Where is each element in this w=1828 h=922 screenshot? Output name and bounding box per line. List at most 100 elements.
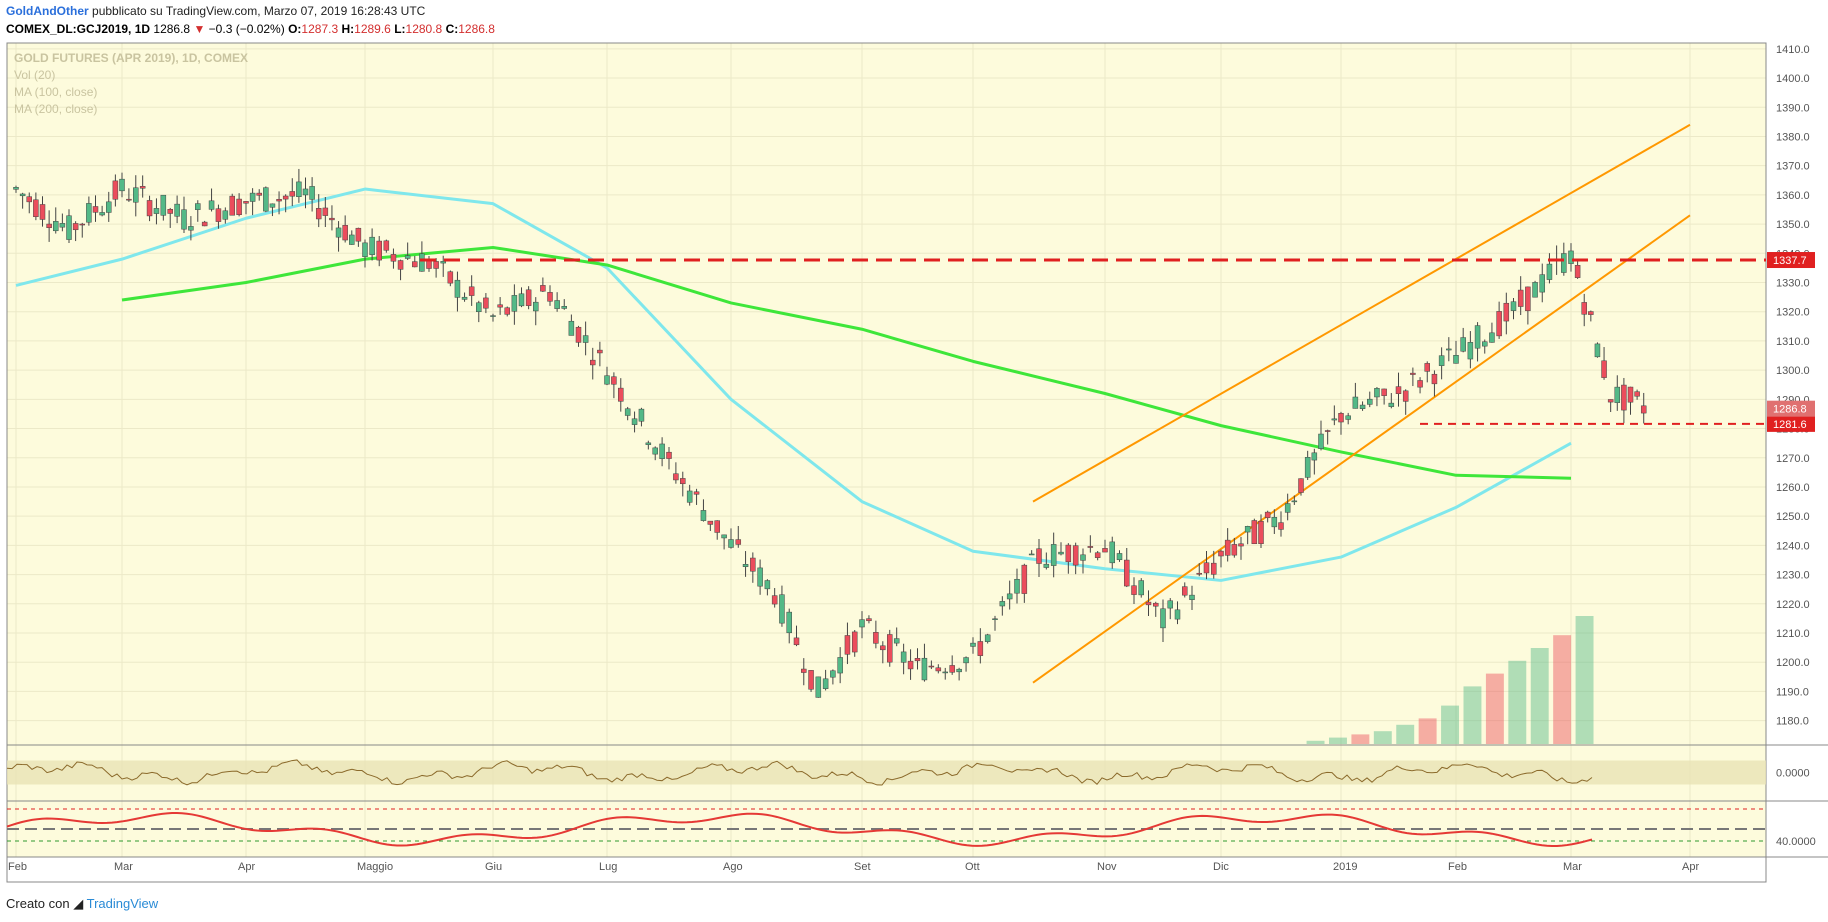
candle-up	[963, 657, 969, 664]
candle-down	[1381, 388, 1387, 396]
candle-down	[873, 632, 879, 644]
symbol-label: COMEX_DL:GCJ2019, 1D	[6, 22, 151, 36]
price-tick-label: 1180.0	[1776, 716, 1809, 728]
candle-up	[533, 301, 539, 312]
candle-down	[383, 240, 390, 251]
candle-up	[440, 261, 446, 264]
candle-up	[263, 187, 269, 212]
candle-down	[1588, 311, 1594, 315]
candle-up	[942, 671, 948, 674]
candle-down	[167, 209, 173, 214]
author-link[interactable]: GoldAndOther	[6, 4, 89, 18]
time-tick-label: Apr	[1682, 861, 1699, 873]
candle-down	[866, 618, 872, 622]
candle-down	[547, 292, 553, 302]
candle-down	[735, 539, 742, 545]
candle-up	[728, 539, 734, 548]
candle-down	[1218, 550, 1224, 557]
candle-down	[342, 225, 348, 241]
header-line-1: GoldAndOther pubblicato su TradingView.c…	[6, 4, 425, 18]
candle-down	[844, 635, 851, 655]
candle-down	[1251, 520, 1258, 545]
candle-up	[999, 601, 1006, 607]
publish-info: pubblicato su TradingView.com, Marzo 07,…	[92, 4, 426, 18]
volume-bar	[1373, 731, 1392, 744]
volume-bar	[1553, 635, 1572, 744]
candle-down	[256, 192, 262, 196]
candle-down	[79, 223, 85, 226]
candle-up	[1311, 452, 1318, 461]
candle-down	[1145, 601, 1152, 606]
candle-down	[1231, 544, 1238, 556]
footer: Creato con ◢ TradingView	[6, 896, 158, 912]
candle-up	[13, 187, 19, 190]
candle-up	[893, 638, 900, 644]
candle-down	[504, 307, 510, 315]
candle-down	[289, 191, 296, 197]
candle-down	[914, 658, 921, 662]
candle-up	[1345, 415, 1351, 420]
candle-down	[146, 200, 153, 217]
candle-down	[693, 491, 700, 495]
candle-down	[1503, 302, 1510, 322]
candle-down	[46, 223, 52, 228]
candle-down	[680, 478, 686, 485]
candle-down	[1324, 430, 1331, 432]
candle-down	[1182, 586, 1188, 596]
candle-up	[837, 657, 843, 674]
candle-up	[786, 611, 792, 634]
candle-up	[757, 567, 763, 587]
candle-up	[1594, 343, 1601, 358]
volume-bar	[1530, 648, 1549, 744]
price-tick-label: 1310.0	[1776, 336, 1810, 348]
candle-down	[1574, 265, 1581, 278]
candle-up	[1304, 457, 1311, 478]
candle-up	[419, 253, 425, 272]
candle-down	[447, 271, 454, 284]
candle-down	[276, 198, 282, 202]
time-tick-label: Mar	[114, 861, 133, 873]
candle-up	[992, 618, 998, 620]
candle-up	[296, 181, 302, 197]
price-tick-label: 1260.0	[1776, 482, 1810, 494]
candle-up	[404, 255, 411, 259]
price-tick-label: 1370.0	[1776, 161, 1810, 173]
candle-down	[126, 198, 132, 201]
candle-down	[33, 199, 39, 217]
candle-down	[215, 208, 222, 222]
price-tick-label: 1380.0	[1776, 131, 1810, 143]
candle-down	[1258, 521, 1264, 544]
volume-bar	[1508, 660, 1527, 744]
volume-bar	[1485, 673, 1504, 744]
time-tick-label: Nov	[1097, 861, 1117, 873]
last-price: 1286.8	[153, 22, 191, 36]
candle-up	[582, 335, 589, 343]
candle-up	[645, 442, 652, 445]
candle-down	[112, 180, 119, 200]
candle-down	[1021, 564, 1028, 594]
candle-down	[376, 240, 382, 261]
candle-up	[652, 447, 658, 455]
tradingview-brand-link[interactable]: TradingView	[86, 896, 159, 911]
candle-up	[822, 678, 829, 689]
time-tick-label: Maggio	[357, 861, 393, 873]
price-tick-label: 1190.0	[1776, 686, 1809, 698]
candle-up	[349, 234, 355, 245]
candle-up	[1510, 301, 1517, 311]
volume-bar	[1329, 737, 1347, 744]
legend-entry: MA (200, close)	[14, 102, 97, 116]
candle-down	[72, 223, 79, 231]
candle-down	[1102, 548, 1108, 553]
candle-up	[568, 320, 575, 336]
candle-up	[369, 236, 375, 256]
time-tick-label: Mar	[1563, 861, 1582, 873]
channel-upper-line	[1032, 123, 1691, 503]
candle-down	[1410, 372, 1416, 375]
candle-up	[1467, 342, 1474, 360]
candle-down	[1517, 289, 1524, 307]
cci-tick-label: 0.0000	[1776, 768, 1810, 780]
time-tick-label: Ago	[723, 861, 743, 873]
candle-down	[714, 520, 720, 533]
candle-down	[1087, 546, 1094, 548]
